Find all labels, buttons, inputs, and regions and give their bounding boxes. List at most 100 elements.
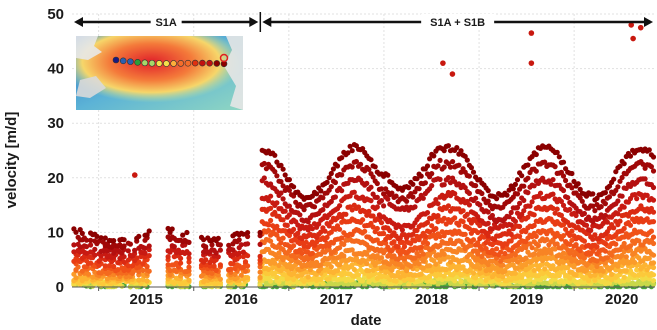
velocity-point	[396, 244, 401, 249]
velocity-point	[622, 205, 627, 210]
x-tick-label: 2020	[605, 291, 638, 308]
velocity-point	[126, 248, 131, 253]
velocity-point	[281, 167, 286, 172]
flowline-marker	[171, 60, 177, 66]
velocity-point	[561, 173, 566, 178]
velocity-point	[245, 275, 250, 280]
velocity-point	[601, 269, 606, 274]
velocity-point	[563, 178, 568, 183]
period-arrow-head-right	[644, 17, 653, 27]
velocity-point	[333, 180, 338, 185]
velocity-point	[329, 264, 334, 269]
velocity-point	[651, 272, 656, 277]
velocity-point	[622, 161, 627, 166]
velocity-point	[368, 185, 373, 190]
velocity-point	[590, 191, 595, 196]
flowline-marker	[149, 60, 155, 66]
velocity-point	[362, 229, 367, 234]
velocity-point	[431, 153, 436, 158]
velocity-point	[615, 211, 620, 216]
velocity-point	[651, 241, 656, 246]
velocity-point	[297, 212, 302, 217]
velocity-point	[611, 225, 616, 230]
velocity-point	[603, 249, 608, 254]
velocity-point	[605, 220, 610, 225]
velocity-point	[268, 218, 273, 223]
velocity-point	[438, 158, 443, 163]
velocity-point	[609, 272, 614, 277]
velocity-point	[400, 227, 405, 232]
velocity-point	[452, 215, 457, 220]
velocity-point	[419, 245, 424, 250]
velocity-point	[216, 236, 221, 241]
velocity-point	[525, 176, 530, 181]
period-arrow-head-left	[262, 17, 271, 27]
velocity-point	[651, 198, 656, 203]
velocity-point	[423, 234, 428, 239]
velocity-point	[92, 247, 97, 252]
y-axis-label: velocity [m/d]	[3, 112, 20, 209]
flowline-marker	[207, 60, 213, 66]
velocity-point	[404, 199, 409, 204]
velocity-point	[406, 185, 411, 190]
flowline-marker	[120, 58, 126, 64]
flowline-marker	[142, 60, 148, 66]
velocity-point	[479, 191, 484, 196]
velocity-point	[339, 172, 344, 177]
velocity-point	[622, 241, 627, 246]
velocity-point	[647, 147, 652, 152]
y-tick-label: 50	[47, 6, 64, 23]
period-arrow-head-right	[249, 17, 258, 27]
velocity-point	[609, 259, 614, 264]
velocity-point	[580, 199, 585, 204]
velocity-point	[486, 221, 491, 226]
velocity-point	[651, 260, 656, 265]
velocity-point	[651, 253, 656, 258]
velocity-point	[622, 275, 627, 280]
flowline-marker	[135, 59, 141, 65]
velocity-point	[517, 234, 522, 239]
velocity-point	[534, 234, 539, 239]
velocity-point	[471, 270, 476, 275]
velocity-point	[643, 176, 648, 181]
velocity-point	[620, 194, 625, 199]
velocity-point	[617, 219, 622, 224]
velocity-point	[341, 253, 346, 258]
flowline-marker	[156, 60, 162, 66]
velocity-point	[446, 143, 451, 148]
velocity-point	[611, 177, 616, 182]
velocity-point	[262, 175, 267, 180]
velocity-point	[419, 174, 424, 179]
velocity-point	[320, 195, 325, 200]
velocity-point	[647, 256, 652, 261]
velocity-point	[268, 194, 273, 199]
velocity-point	[515, 177, 520, 182]
velocity-point	[245, 241, 250, 246]
x-tick-label: 2018	[415, 291, 448, 308]
velocity-point	[172, 244, 177, 249]
velocity-point	[209, 271, 214, 276]
flowline-marker	[163, 61, 169, 67]
velocity-point	[337, 203, 342, 208]
velocity-point	[494, 246, 499, 251]
velocity-point	[218, 242, 223, 247]
velocity-outlier-point	[638, 25, 644, 31]
velocity-point	[258, 275, 263, 280]
velocity-point	[519, 173, 524, 178]
x-tick-label: 2015	[129, 291, 162, 308]
velocity-point	[504, 193, 509, 198]
velocity-point	[381, 231, 386, 236]
velocity-point	[241, 250, 246, 255]
velocity-point	[339, 155, 344, 160]
velocity-point	[339, 188, 344, 193]
velocity-point	[521, 198, 526, 203]
velocity-point	[421, 251, 426, 256]
velocity-point	[628, 154, 633, 159]
velocity-point	[569, 171, 574, 176]
velocity-point	[603, 190, 608, 195]
velocity-point	[335, 163, 340, 168]
y-tick-label: 0	[56, 279, 64, 296]
velocity-point	[594, 244, 599, 249]
velocity-point	[588, 228, 593, 233]
